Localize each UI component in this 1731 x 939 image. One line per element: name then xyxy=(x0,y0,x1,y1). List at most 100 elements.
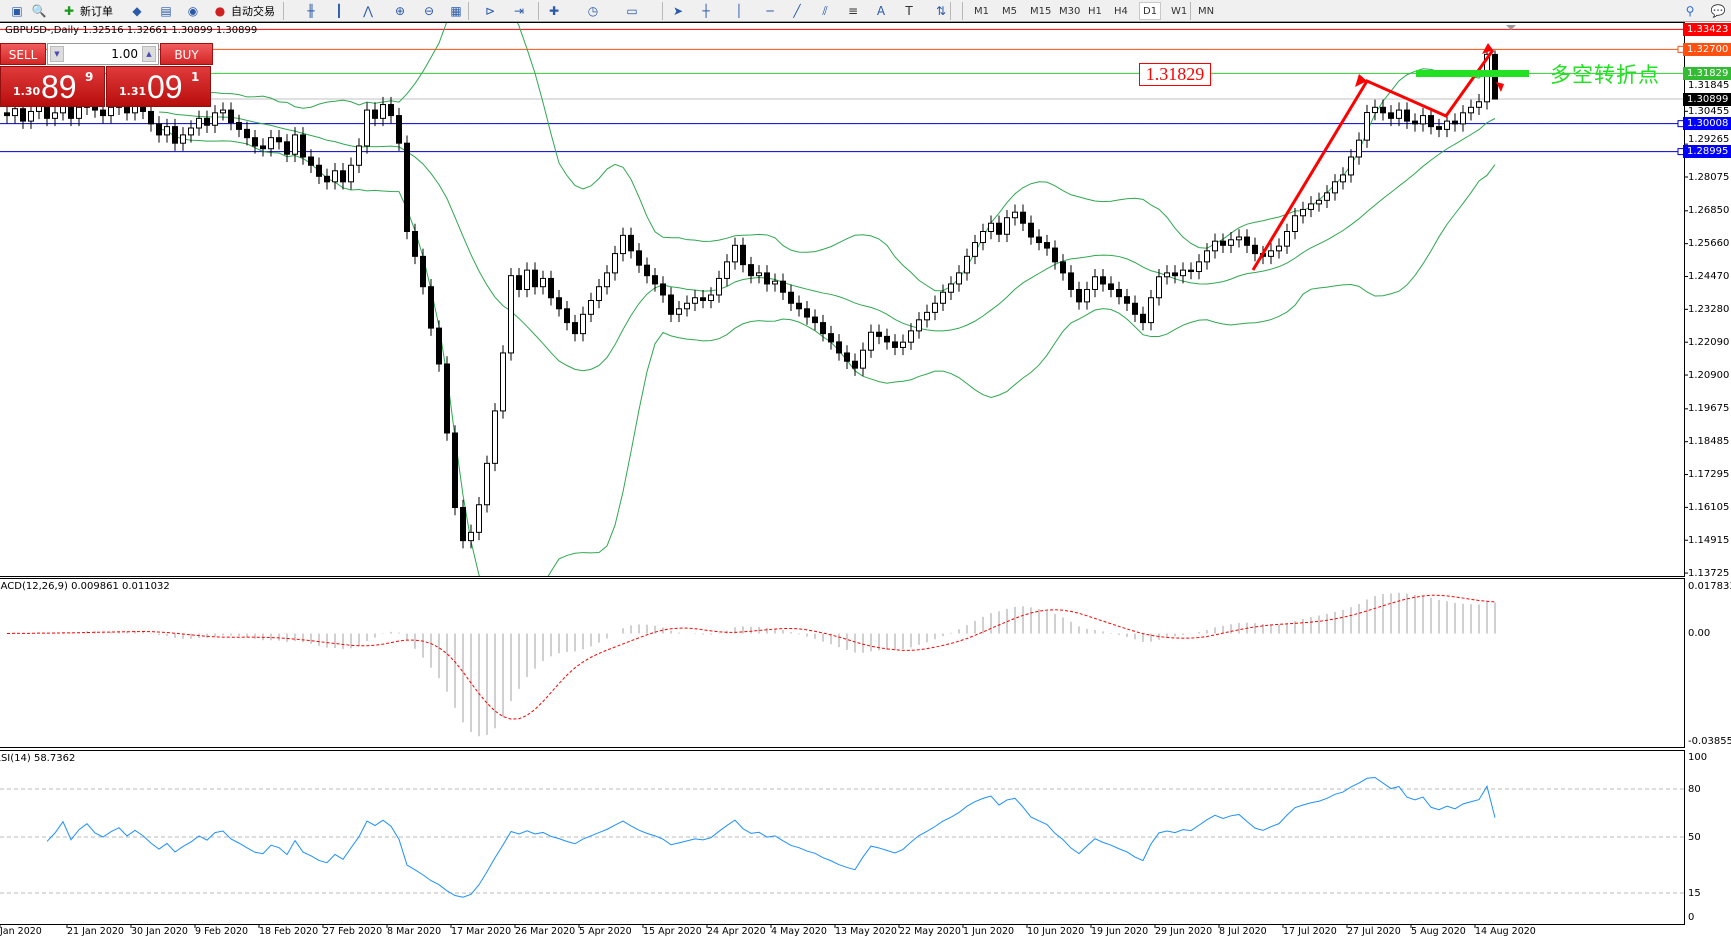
cursor-button[interactable]: ➤ xyxy=(670,2,686,20)
sell-price-prefix: 1.30 xyxy=(13,85,41,98)
vertical-line-button[interactable]: │ xyxy=(731,2,747,20)
lot-value[interactable]: 1.00 xyxy=(111,47,138,61)
buy-button[interactable]: BUY xyxy=(160,43,213,65)
candle-bull xyxy=(1292,215,1298,233)
candle-bull xyxy=(988,222,994,233)
candle-bear xyxy=(1044,242,1050,249)
new-order-icon: ✚ xyxy=(63,4,75,18)
timeframe-m1[interactable]: M1 xyxy=(974,5,989,17)
crosshair-button[interactable]: ┼ xyxy=(698,2,714,20)
line-chart-button[interactable]: ⋀ xyxy=(360,2,376,20)
buy-price-button[interactable]: 1.31 09 1 xyxy=(106,66,211,107)
bar-chart-button[interactable]: ╫ xyxy=(303,2,319,20)
candle-bear xyxy=(996,222,1002,235)
window-icon: ▣ xyxy=(11,4,23,18)
autoscroll-button[interactable]: ⇥ xyxy=(511,2,527,20)
signals-icon: ◉ xyxy=(187,4,199,18)
candle-bear xyxy=(1100,276,1106,285)
candle-bear xyxy=(204,117,210,126)
experts-button[interactable]: ◆ xyxy=(129,2,145,20)
equidistant-channel-button[interactable]: ⫽ xyxy=(817,2,833,20)
indicators-button[interactable]: ✚ xyxy=(546,2,562,20)
price-annotation-box[interactable]: 1.31829 xyxy=(1139,63,1211,86)
auto-trading-button[interactable]: ● 自动交易 xyxy=(212,2,275,20)
candle-bull xyxy=(1012,211,1018,219)
candle-bear xyxy=(1108,283,1114,290)
timeframe-m5[interactable]: M5 xyxy=(1002,5,1017,17)
arrows-button[interactable]: ⇅ xyxy=(933,2,949,20)
sell-price-button[interactable]: 1.30 89 9 xyxy=(0,66,105,107)
candle-bear xyxy=(700,297,706,302)
timeframe-h1[interactable]: H1 xyxy=(1088,5,1102,17)
zoom-print-button[interactable]: 🔍 xyxy=(31,2,47,20)
candle-bear xyxy=(388,104,394,117)
candle-bear xyxy=(652,275,658,285)
trendline-button[interactable]: ╱ xyxy=(789,2,805,20)
periods-button[interactable]: ◷ xyxy=(585,2,601,20)
turning-point-note[interactable]: 多空转折点 xyxy=(1550,63,1660,87)
candle-bull xyxy=(508,275,514,354)
candle-bear xyxy=(404,142,410,233)
toolbar-separator xyxy=(468,2,469,20)
toolbar-separator xyxy=(962,2,963,20)
candle-bull xyxy=(964,255,970,274)
date-tick-label: 18 Feb 2020 xyxy=(259,926,319,937)
timeframe-m15[interactable]: M15 xyxy=(1030,5,1052,17)
search-icon[interactable]: ⚲ xyxy=(1685,4,1695,18)
date-tick-label: 21 Jan 2020 xyxy=(67,926,124,937)
tile-windows-button[interactable]: ▦ xyxy=(448,2,464,20)
candle-bear xyxy=(1188,269,1194,273)
rsi-panel[interactable] xyxy=(0,750,1685,925)
timeframe-h4[interactable]: H4 xyxy=(1114,5,1128,17)
candle-bear xyxy=(820,322,826,335)
buy-price-fraction: 1 xyxy=(191,70,200,84)
candle-bull xyxy=(196,117,202,129)
text-label-button[interactable]: T xyxy=(901,2,917,20)
signals-button[interactable]: ◉ xyxy=(185,2,201,20)
text-label-icon: T xyxy=(905,4,913,18)
main-chart-panel[interactable] xyxy=(0,22,1685,577)
history-button[interactable]: ▤ xyxy=(158,2,174,20)
lot-size-input[interactable]: ▼ 1.00 ▲ xyxy=(47,43,159,65)
candle-bull xyxy=(716,277,722,296)
new-order-button[interactable]: ✚ 新订单 xyxy=(61,2,113,20)
horizontal-line-button[interactable]: ─ xyxy=(762,2,778,20)
date-tick-label: 14 Aug 2020 xyxy=(1475,926,1536,937)
candle-bear xyxy=(740,244,746,266)
date-tick-label: 29 Jun 2020 xyxy=(1155,926,1213,937)
candlestick-button[interactable]: ┃ xyxy=(331,2,347,20)
fibonacci-button[interactable]: ≡ xyxy=(845,2,861,20)
candle-bull xyxy=(1372,106,1378,114)
candle-bear xyxy=(836,341,842,354)
candle-bull xyxy=(724,261,730,279)
templates-button[interactable]: ▭ xyxy=(624,2,640,20)
lot-increase-icon[interactable]: ▲ xyxy=(142,46,156,62)
fibonacci-icon: ≡ xyxy=(847,4,859,18)
zoom-in-button[interactable]: ⊕ xyxy=(392,2,408,20)
sell-price-fraction: 9 xyxy=(85,70,94,84)
date-tick-label: 5 Apr 2020 xyxy=(579,926,632,937)
candle-bull xyxy=(1156,276,1162,299)
timeframe-w1[interactable]: W1 xyxy=(1171,5,1188,17)
window-button[interactable]: ▣ xyxy=(9,2,25,20)
text-button[interactable]: A xyxy=(873,2,889,20)
candle-bear xyxy=(796,302,802,310)
lot-decrease-icon[interactable]: ▼ xyxy=(50,46,64,62)
timeframe-d1[interactable]: D1 xyxy=(1139,2,1162,20)
candle-bear xyxy=(276,137,282,143)
timeframe-mn[interactable]: MN xyxy=(1198,5,1215,17)
macd-panel[interactable] xyxy=(0,578,1685,748)
candle-bear xyxy=(876,331,882,337)
bb-upper-line xyxy=(158,23,1496,292)
candle-bull xyxy=(860,349,866,369)
chart-shift-button[interactable]: ⊳ xyxy=(482,2,498,20)
sell-button[interactable]: SELL xyxy=(0,43,46,65)
history-icon: ▤ xyxy=(160,4,172,18)
candle-bull xyxy=(12,108,18,117)
timeframe-m30[interactable]: M30 xyxy=(1059,5,1081,17)
candle-bull xyxy=(868,331,874,351)
zoom-out-button[interactable]: ⊖ xyxy=(421,2,437,20)
candle-bear xyxy=(628,234,634,252)
arrows-icon: ⇅ xyxy=(935,4,947,18)
chat-icon[interactable]: 💬 xyxy=(1710,4,1726,18)
